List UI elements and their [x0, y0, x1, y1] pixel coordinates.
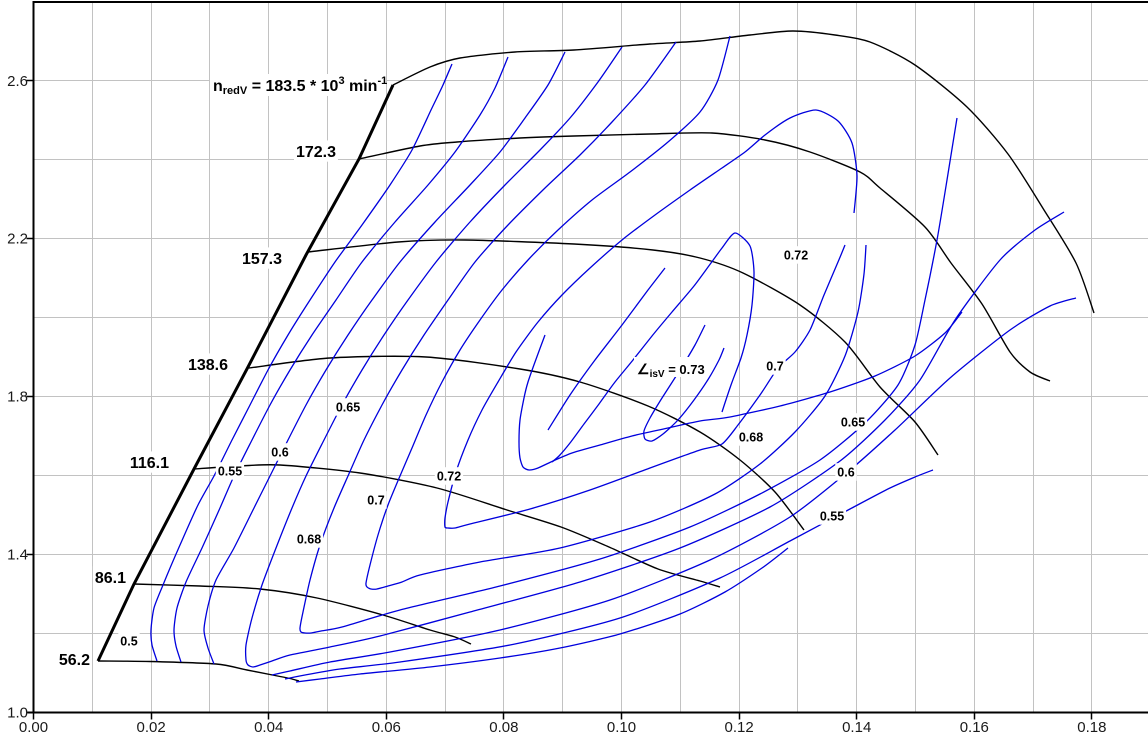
svg-text:0.16: 0.16: [960, 719, 989, 736]
svg-text:86.1: 86.1: [95, 570, 126, 587]
svg-text:0.55: 0.55: [218, 465, 242, 479]
svg-text:nredV = 183.5 * 103 min-1: nredV = 183.5 * 103 min-1: [213, 75, 387, 97]
svg-text:0.6: 0.6: [837, 466, 854, 480]
svg-text:0.7: 0.7: [367, 494, 384, 508]
svg-text:0.10: 0.10: [607, 719, 636, 736]
svg-text:56.2: 56.2: [59, 652, 90, 669]
svg-text:2.6: 2.6: [7, 73, 28, 90]
svg-text:0.65: 0.65: [336, 401, 360, 415]
svg-text:0.08: 0.08: [489, 719, 518, 736]
svg-text:0.18: 0.18: [1077, 719, 1106, 736]
svg-text:0.12: 0.12: [724, 719, 753, 736]
svg-text:0.72: 0.72: [437, 470, 461, 484]
svg-text:0.7: 0.7: [766, 360, 783, 374]
svg-text:1.4: 1.4: [7, 547, 28, 564]
svg-text:0.06: 0.06: [372, 719, 401, 736]
svg-text:0.55: 0.55: [820, 510, 844, 524]
svg-text:116.1: 116.1: [130, 455, 169, 472]
svg-text:172.3: 172.3: [296, 144, 336, 161]
svg-text:138.6: 138.6: [188, 357, 228, 374]
svg-text:0.5: 0.5: [120, 635, 137, 649]
svg-text:1.8: 1.8: [7, 389, 28, 406]
svg-text:0.65: 0.65: [841, 416, 865, 430]
svg-text:2.2: 2.2: [7, 231, 28, 248]
svg-text:0.14: 0.14: [842, 719, 871, 736]
svg-text:0.68: 0.68: [739, 431, 763, 445]
svg-text:157.3: 157.3: [242, 251, 282, 268]
svg-text:0.02: 0.02: [136, 719, 165, 736]
svg-text:0.72: 0.72: [784, 249, 808, 263]
svg-text:0.04: 0.04: [254, 719, 283, 736]
svg-text:0.00: 0.00: [19, 719, 48, 736]
svg-text:0.6: 0.6: [271, 446, 288, 460]
svg-text:1.0: 1.0: [7, 705, 28, 722]
svg-text:0.68: 0.68: [297, 533, 321, 547]
